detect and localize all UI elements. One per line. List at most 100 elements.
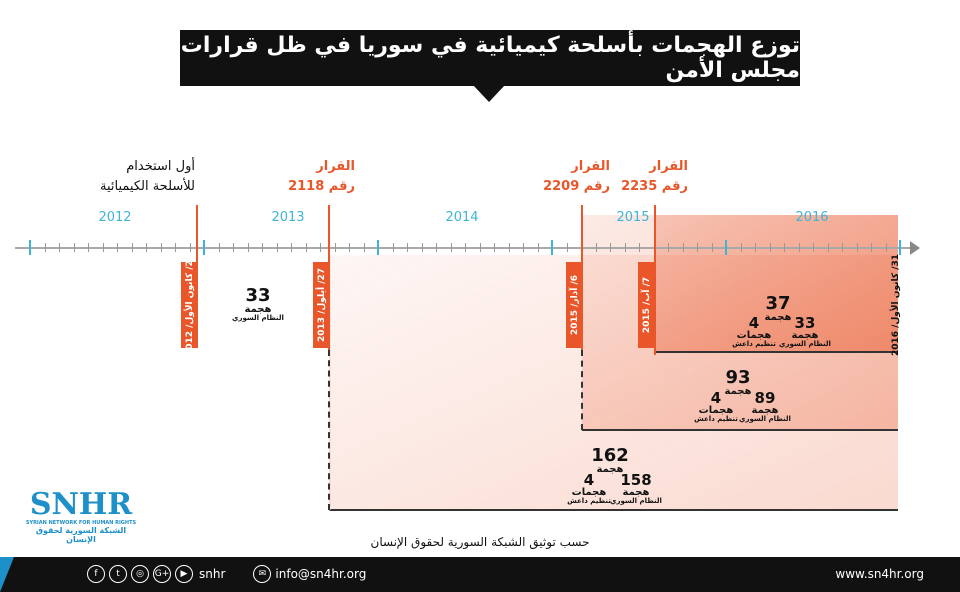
email-link[interactable]: info@sn4hr.org [275,567,367,581]
month-tick [276,243,278,252]
event-line [654,205,656,355]
month-tick [842,243,843,252]
year-tick [551,240,553,255]
month-tick [856,243,858,252]
footer-bar: f t ◎ G+ ▶ snhr ✉ info@sn4hr.org www.sn4… [0,557,960,592]
month-tick [885,243,887,252]
social-links: f t ◎ G+ ▶ snhr ✉ info@sn4hr.org [87,565,366,583]
twitter-icon[interactable]: t [109,565,127,583]
month-tick [711,243,713,252]
year-tick [899,240,901,255]
stat-2235-total: 37 هجمة [764,293,792,323]
youtube-icon[interactable]: ▶ [175,565,193,583]
instagram-icon[interactable]: ◎ [131,565,149,583]
stat-2209-isis: 4 هجمات تنظيم داعش [694,389,738,423]
year-tick [725,240,727,255]
website-link[interactable]: www.sn4hr.org [835,567,924,581]
event-line [196,205,198,263]
month-tick [798,243,800,252]
month-tick [320,243,321,252]
month-tick [102,243,104,252]
year-label: 2014 [445,210,479,225]
month-tick [595,243,597,252]
year-label: 2015 [616,210,650,225]
arrow-right-icon [910,241,920,255]
year-tick [203,240,205,255]
month-tick [262,243,263,252]
year-label: 2013 [271,210,305,225]
month-tick [769,243,771,252]
end-date: 31/ كانون الأول/ 2016 [890,253,901,357]
month-tick [436,243,437,252]
stat-2118-total: 162 هجمة [591,445,629,475]
month-tick [349,243,350,252]
google-plus-icon[interactable]: G+ [153,565,171,583]
month-tick [784,243,785,252]
stat-2235-isis: 4 هجمات تنظيم داعش [732,314,776,348]
stat-2118-regime: 158 هجمة النظام السوري [610,471,662,505]
month-tick [88,243,89,252]
event-label-2209: القرار رقم 2209 [543,159,610,194]
stat-pre: 33 هجمة النظام السوري [232,285,284,322]
month-tick [537,243,539,252]
month-tick [871,243,872,252]
month-tick [73,243,75,252]
date-box: 27/ أيلول/ 2013 [313,262,330,348]
region-2209-dashed-edge [581,350,583,430]
month-tick [334,243,336,252]
month-tick [494,243,495,252]
month-tick [624,243,626,252]
snhr-logo: SNHR SYRIAN NETWORK FOR HUMAN RIGHTS الش… [25,487,137,545]
month-tick [146,243,147,252]
page-title: توزع الهجمات بأسلحة كيميائية في سوريا في… [180,33,800,83]
month-tick [450,243,452,252]
year-tick [377,240,379,255]
month-tick [479,243,481,252]
month-tick [407,243,408,252]
month-tick [247,243,249,252]
month-tick [465,243,466,252]
email-icon: ✉ [253,565,272,583]
stat-2118-isis: 4 هجمات تنظيم داعش [567,471,611,505]
month-tick [755,243,756,252]
month-tick [392,243,394,252]
month-tick [218,243,220,252]
event-label-2235: القرار رقم 2235 [621,159,688,194]
month-tick [668,243,669,252]
month-tick [59,243,60,252]
month-tick [566,243,568,252]
source-note: حسب توثيق الشبكة السورية لحقوق الإنسان [370,535,590,549]
month-tick [697,243,698,252]
date-box: 23/ كانون الأول/ 2012 [181,254,198,356]
region-2235 [655,215,898,353]
stat-2235-regime: 33 هجمة النظام السوري [779,314,831,348]
year-label: 2016 [795,210,829,225]
event-label-2118: القرار رقم 2118 [288,159,355,194]
month-tick [160,243,162,252]
stat-2209-regime: 89 هجمة النظام السوري [739,389,791,423]
month-tick [131,243,133,252]
region-2118-dashed-edge [328,350,330,510]
month-tick [639,243,640,252]
month-tick [610,243,611,252]
event-label-first-use: أول استخدام للأسلحة الكيميائية [100,159,195,194]
month-tick [291,243,292,252]
month-tick [189,243,191,252]
social-handle[interactable]: snhr [199,567,226,581]
month-tick [813,243,814,252]
month-tick [44,243,46,252]
date-box: 6/ آذار/ 2015 [566,262,583,348]
month-tick [508,243,510,252]
footer-accent [0,557,14,592]
facebook-icon[interactable]: f [87,565,105,583]
date-box: 7/ آب/ 2015 [638,262,655,348]
stat-2209-total: 93 هجمة [724,367,752,397]
year-tick [29,240,31,255]
month-tick [740,243,742,252]
month-tick [117,243,118,252]
month-tick [827,243,829,252]
month-tick [175,243,176,252]
month-tick [421,243,423,252]
title-pointer [473,85,505,102]
month-tick [233,243,234,252]
